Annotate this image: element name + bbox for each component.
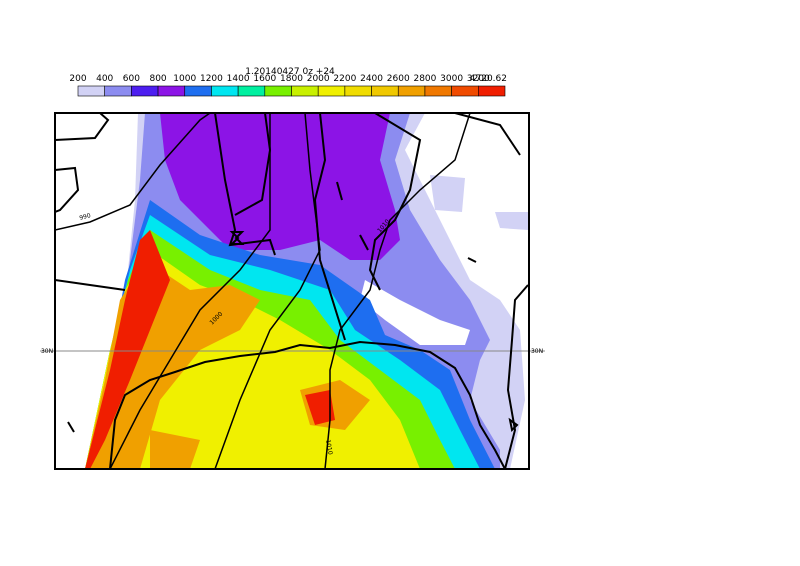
map-field bbox=[85, 113, 528, 469]
field-white-hole bbox=[360, 280, 470, 345]
colorbar-label: 1800 bbox=[280, 74, 303, 84]
map-title: 1.20140427 0z +24 bbox=[245, 67, 335, 77]
colorbar-max-label: 4720.62 bbox=[470, 74, 507, 84]
colorbar-label: 2000 bbox=[307, 74, 330, 84]
colorbar-box bbox=[237, 85, 266, 97]
colorbar-label: 3200 bbox=[467, 74, 490, 84]
lat-label: 30N bbox=[41, 348, 53, 355]
field-200-patch bbox=[430, 175, 528, 230]
isobar-label: 1010 bbox=[324, 439, 334, 455]
colorbar-box bbox=[424, 85, 452, 97]
colorbar-label: 1400 bbox=[227, 74, 250, 84]
colorbar-box bbox=[77, 85, 105, 97]
colorbar-box bbox=[211, 85, 239, 97]
colorbar-label: 2200 bbox=[333, 74, 356, 84]
colorbar-label: 1000 bbox=[173, 74, 196, 84]
colorbar-box bbox=[184, 85, 212, 97]
colorbar-box bbox=[451, 85, 479, 97]
map-frame bbox=[54, 112, 530, 470]
colorbar-label: 400 bbox=[96, 74, 113, 84]
colorbar-label: 2800 bbox=[413, 74, 436, 84]
colorbar-label: 1600 bbox=[253, 74, 276, 84]
colorbar-box bbox=[264, 85, 292, 97]
colorbar-box bbox=[317, 85, 346, 97]
colorbar-box bbox=[397, 85, 426, 97]
colorbar-box bbox=[104, 85, 132, 97]
lat-label: 30N bbox=[531, 348, 543, 355]
colorbar-box bbox=[478, 85, 506, 97]
isobar-label: 990 bbox=[79, 212, 92, 222]
colorbar-label: 600 bbox=[123, 74, 140, 84]
colorbar-label: 1200 bbox=[200, 74, 223, 84]
isobars bbox=[55, 113, 471, 469]
colorbar-label: 2600 bbox=[387, 74, 410, 84]
field-3200 bbox=[85, 230, 335, 469]
colorbar-label: 2400 bbox=[360, 74, 383, 84]
colorbar: 200 400 600 800 1000 1200 1400 1600 1800 2000 2200… bbox=[69, 74, 507, 97]
colorbar-box bbox=[344, 85, 372, 97]
colorbar-label: 200 bbox=[69, 74, 86, 84]
colorbar-box bbox=[291, 85, 319, 97]
boundaries bbox=[55, 113, 529, 469]
colorbar-label: 3000 bbox=[440, 74, 463, 84]
colorbar-box bbox=[371, 85, 399, 97]
colorbar-label: 800 bbox=[149, 74, 166, 84]
colorbar-box bbox=[131, 85, 159, 97]
colorbar-box bbox=[157, 85, 186, 97]
